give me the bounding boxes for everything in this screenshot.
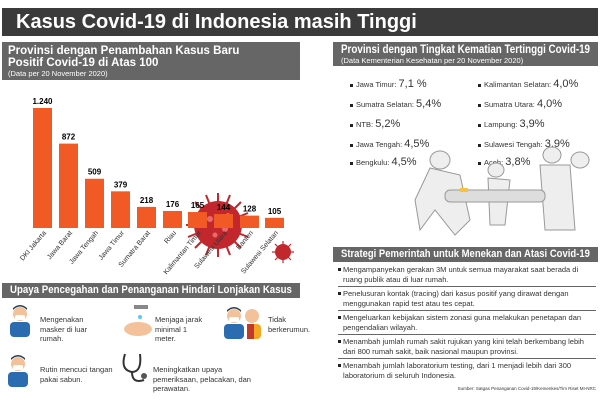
death-rate-item: Aceh: 3,8% xyxy=(478,156,530,168)
stethoscope-icon xyxy=(120,350,150,382)
category-label: Riau xyxy=(163,230,178,246)
death-rate-value: 7,1 % xyxy=(398,78,427,90)
bar-sulawesi-utara xyxy=(214,214,233,228)
hazmat-workers-illustration xyxy=(414,146,590,236)
category-label: Jawa Barat xyxy=(46,230,74,261)
value-label: 379 xyxy=(114,180,128,189)
value-label: 872 xyxy=(62,133,76,142)
chart-note: (Data per 20 November 2020) xyxy=(8,69,108,78)
value-label: 176 xyxy=(166,200,180,209)
prevention-item: Menjaga jarak minimal 1 meter. xyxy=(155,315,203,343)
death-rate-note: (Data Kementerian Kesehatan per 20 Novem… xyxy=(341,56,524,65)
bar-jawa-barat xyxy=(59,143,78,228)
province-name: Sulawesi Tengah: xyxy=(484,140,543,149)
province-name: Jawa Tengah: xyxy=(356,140,403,149)
death-rate-item: Jawa Tengah: 4,5% xyxy=(350,138,429,150)
death-rate-header: Provinsi dengan Tingkat Kematian Terting… xyxy=(333,42,598,66)
province-name: Sumatra Utara: xyxy=(484,100,535,109)
death-rate-item: NTB: 5,2% xyxy=(350,118,400,130)
source-note: Sumber: Satgas Penanganan Covid-19/Kemen… xyxy=(457,386,596,391)
death-rate-item: Kalimantan Selatan: 4,0% xyxy=(478,78,578,90)
value-label: 218 xyxy=(140,196,154,205)
bar-sulawesi-selatan xyxy=(265,217,284,228)
hand-washing-icon xyxy=(120,305,152,337)
prevention-item: Meningkatkan upaya pemeriksaan, pelacaka… xyxy=(153,365,251,393)
death-rate-value: 4,5% xyxy=(404,138,430,150)
value-label: 144 xyxy=(217,203,231,212)
province-name: Lampung: xyxy=(484,120,518,129)
death-rate-item: Lampung: 3,9% xyxy=(478,118,545,130)
prevention-item: Mengenakan masker di luar rumah. xyxy=(40,315,88,343)
crowd-icon xyxy=(6,355,36,387)
province-name: Bengkulu: xyxy=(356,158,390,167)
distancing-icon xyxy=(222,307,261,339)
strategy-item: Mengeluarkan kebijakan sistem zonasi gun… xyxy=(338,313,596,332)
value-label: 1.240 xyxy=(32,97,53,106)
province-name: Sumatra Selatan: xyxy=(356,100,414,109)
bar-kalimantan-timur xyxy=(188,212,207,228)
bar-riau xyxy=(163,210,182,228)
province-name: Jawa Timur: xyxy=(356,80,397,89)
divider xyxy=(338,358,596,359)
death-rate-value: 3,8% xyxy=(505,156,531,168)
death-rate-item: Jawa Timur: 7,1 % xyxy=(350,78,427,90)
province-name: Aceh: xyxy=(484,158,504,167)
bar-jawa-timur xyxy=(111,191,130,228)
death-rate-value: 4,5% xyxy=(391,156,417,168)
death-rate-item: Bengkulu: 4,5% xyxy=(350,156,417,168)
death-rate-value: 4,0% xyxy=(536,98,563,110)
death-rate-item: Sumatra Utara: 4,0% xyxy=(478,98,562,110)
strategy-item: Menambah jumlah laboratorium testing, da… xyxy=(338,361,596,380)
death-rate-value: 5,4% xyxy=(416,98,442,110)
masked-person-icon xyxy=(8,305,38,337)
prevention-item: Rutin mencuci tangan pakai sabun. xyxy=(40,365,113,384)
bar-sumatra-barat xyxy=(137,206,156,228)
province-name: NTB: xyxy=(356,120,374,129)
strategy-item: Menambah jumlah rumah sakit rujukan yang… xyxy=(338,337,596,356)
death-rate-item: Sumatra Selatan: 5,4% xyxy=(350,98,441,110)
prevention-title: Upaya Pencegahan dan Penanganan Hindari … xyxy=(10,284,292,296)
value-label: 128 xyxy=(243,205,257,214)
virus-small-icon xyxy=(272,241,294,263)
category-label: Jawa Timur xyxy=(98,229,127,261)
page-title: Kasus Covid-19 di Indonesia masih Tinggi xyxy=(2,8,598,36)
divider xyxy=(338,286,596,287)
province-name: Kalimantan Selatan: xyxy=(484,80,552,89)
bar-banten xyxy=(240,215,259,228)
value-label: 509 xyxy=(88,168,102,177)
chart-title-line2: Positif Covid-19 di Atas 100 xyxy=(8,57,159,69)
death-rate-title: Provinsi dengan Tingkat Kematian Terting… xyxy=(341,44,591,56)
strategy-title: Strategi Pemerintah untuk Menekan dan At… xyxy=(341,248,590,260)
strategy-item: Penelusuran kontak (tracing) dari kasus … xyxy=(338,289,596,308)
value-label: 165 xyxy=(191,201,205,210)
divider xyxy=(338,310,596,311)
bar-jawa-tengah xyxy=(85,178,104,228)
chart-title-line1: Provinsi dengan Penambahan Kasus Baru xyxy=(8,45,240,57)
death-rate-value: 5,2% xyxy=(375,118,401,130)
death-rate-value: 3,9% xyxy=(519,118,545,130)
bar-dki-jakarta xyxy=(33,108,52,228)
value-label: 105 xyxy=(268,207,282,216)
strategy-item: Mengampanyekan gerakan 3M untuk semua ma… xyxy=(338,265,596,284)
strategy-header: Strategi Pemerintah untuk Menekan dan At… xyxy=(333,247,598,262)
death-rate-value: 4,0% xyxy=(553,78,579,90)
divider xyxy=(338,334,596,335)
prevention-header: Upaya Pencegahan dan Penanganan Hindari … xyxy=(2,283,300,298)
category-label: DKI Jakarta xyxy=(19,230,48,263)
chart-header: Provinsi dengan Penambahan Kasus Baru Po… xyxy=(2,42,300,80)
prevention-item: Tidak berkerumun. xyxy=(268,315,311,334)
